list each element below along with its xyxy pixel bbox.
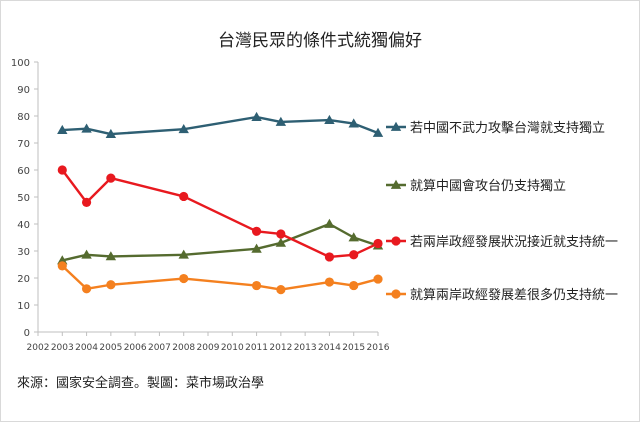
y-tick-label: 80 [17, 112, 30, 123]
data-point [372, 127, 384, 137]
legend-swatch-marker [390, 121, 402, 131]
data-point [251, 226, 262, 236]
x-tick-label: 2003 [51, 343, 74, 353]
x-tick-label: 2007 [148, 343, 171, 353]
data-point [276, 285, 286, 295]
data-point [57, 124, 68, 134]
data-point [324, 218, 335, 228]
data-point [57, 165, 67, 175]
data-point [349, 250, 359, 260]
legend-label: 就算兩岸政經發展差很多仍支持統一 [410, 287, 618, 303]
legend-swatch-marker [390, 179, 402, 189]
data-point [251, 243, 262, 253]
data-point [81, 284, 92, 294]
y-tick-label: 30 [17, 247, 30, 258]
x-tick-label: 2009 [197, 343, 220, 353]
data-point [349, 280, 359, 291]
data-point [251, 280, 262, 291]
y-tick-label: 40 [17, 220, 30, 231]
data-point [178, 249, 189, 259]
data-point [324, 114, 335, 124]
data-point [106, 280, 116, 290]
legend-swatch-marker [391, 289, 401, 299]
legend-label: 若兩岸政經發展狀況接近就支持統一 [410, 234, 618, 250]
data-point [373, 274, 383, 284]
x-tick-label: 2002 [27, 343, 50, 353]
data-point [105, 128, 117, 138]
chart-title: 台灣民眾的條件式統獨偏好 [218, 31, 422, 51]
x-tick-label: 2014 [318, 343, 341, 353]
x-tick-label: 2006 [124, 343, 147, 353]
data-point [373, 238, 383, 249]
x-tick-label: 2005 [99, 343, 122, 353]
x-tick-label: 2010 [221, 343, 244, 353]
source-note: 來源：國家安全調查。製圖：菜市場政治學 [17, 376, 265, 391]
data-point [179, 191, 189, 202]
data-point [275, 237, 287, 247]
y-tick-label: 50 [17, 193, 30, 204]
data-point [106, 173, 116, 183]
y-tick-label: 20 [17, 274, 30, 285]
data-point [348, 232, 359, 242]
y-tick-label: 60 [17, 166, 30, 177]
y-tick-label: 90 [17, 85, 30, 96]
data-point [324, 252, 335, 262]
y-tick-label: 10 [17, 301, 30, 312]
x-tick-label: 2016 [367, 343, 390, 353]
data-point [275, 116, 287, 126]
y-tick-label: 100 [11, 58, 30, 69]
x-tick-label: 2013 [294, 343, 317, 353]
data-point [276, 229, 286, 239]
series-line-3 [61, 169, 379, 259]
data-point [57, 261, 67, 271]
x-tick-label: 2004 [75, 343, 98, 353]
data-point [81, 249, 92, 259]
x-tick-label: 2011 [245, 343, 268, 353]
data-point [179, 273, 189, 284]
data-point [251, 111, 262, 121]
y-tick-label: 70 [17, 139, 30, 150]
data-point [348, 118, 359, 128]
data-point [324, 277, 335, 287]
x-tick-label: 2015 [342, 343, 365, 353]
legend-label: 若中國不武力攻擊台灣就支持獨立 [410, 120, 605, 136]
x-tick-label: 2012 [269, 343, 292, 353]
legend-swatch-marker [391, 236, 401, 246]
data-point [178, 124, 189, 134]
y-tick-label: 0 [24, 328, 30, 339]
x-tick-label: 2008 [172, 343, 195, 353]
data-point [81, 197, 92, 207]
data-point [81, 123, 92, 133]
data-point [105, 251, 117, 261]
legend-label: 就算中國會攻台仍支持獨立 [410, 179, 566, 194]
